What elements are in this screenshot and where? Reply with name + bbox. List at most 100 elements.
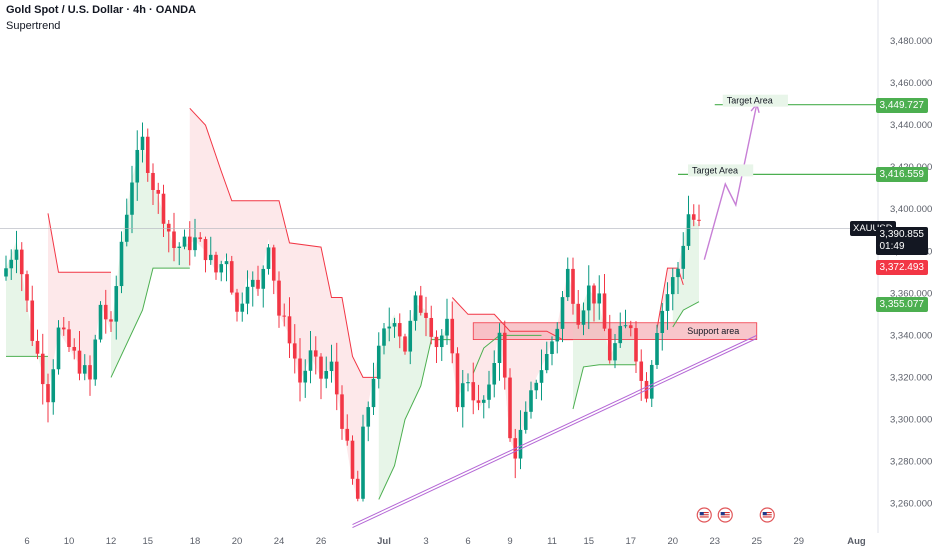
candle-body (277, 280, 281, 316)
candle-body (424, 312, 428, 318)
us-flag-icon[interactable] (759, 507, 775, 523)
time-tick-label: 3 (423, 536, 428, 547)
time-tick-label: 15 (583, 536, 594, 547)
candle-body (592, 285, 596, 304)
time-tick-label: 6 (24, 536, 29, 547)
candle-body (382, 328, 386, 346)
candle-body (397, 323, 402, 337)
us-flag-icon[interactable] (696, 507, 712, 523)
flag-stripe (720, 512, 730, 514)
supertrend-up-line (572, 364, 636, 410)
indicator-name[interactable]: Supertrend (6, 20, 61, 32)
price-tick-label: 3,300.000 (890, 414, 932, 425)
candle-body (282, 315, 287, 317)
candle-body (492, 363, 497, 385)
candle-body (408, 320, 413, 352)
time-tick-label: 20 (232, 536, 243, 547)
candle-body (445, 318, 449, 336)
candle-body (655, 332, 659, 365)
supertrend-down-fill (48, 213, 111, 395)
candle-body (98, 304, 103, 340)
candle-body (450, 318, 455, 354)
candle-body (539, 370, 544, 383)
candle-body (224, 261, 229, 265)
candle-body (103, 304, 108, 320)
candle-body (256, 279, 260, 289)
support-annotation: Support area (687, 326, 739, 336)
candle-body (361, 426, 365, 499)
candle-body (371, 378, 376, 408)
candle-body (40, 353, 45, 385)
candle-body (571, 268, 575, 304)
candle-body (145, 136, 150, 173)
candle-body (14, 249, 19, 260)
candle-body (649, 364, 654, 399)
candle-body (392, 323, 397, 327)
time-tick-label: 9 (507, 536, 512, 547)
time-tick-label: 11 (547, 536, 557, 547)
time-tick-label: 25 (751, 536, 762, 547)
candle-body (334, 361, 339, 395)
candle-body (345, 428, 350, 441)
target1-price-label: 3,416.559 (875, 167, 928, 183)
supertrend-up-line (672, 301, 700, 328)
price-tick-label: 3,400.000 (890, 204, 932, 215)
candle-body (623, 325, 628, 327)
time-axis[interactable]: 6 10 12 15 18 20 24 26 Jul 3 6 9 11 15 17 20 23 25 29 Aug (24, 536, 866, 547)
candle-body (9, 259, 14, 269)
candle-body (697, 219, 701, 221)
candle-body (544, 353, 549, 371)
candle-body (130, 182, 134, 215)
candle-body (581, 310, 586, 325)
price-tick-label: 3,480.000 (890, 36, 932, 47)
candle-body (35, 340, 40, 354)
time-tick-label: 15 (142, 536, 153, 547)
bar-countdown: 01:49 (879, 240, 905, 252)
candle-body (319, 356, 323, 379)
candle-body (403, 336, 407, 352)
candle-body (114, 286, 119, 322)
candle-body (502, 332, 507, 378)
candle-body (56, 327, 61, 370)
candle-body (529, 390, 533, 412)
flag-canton (762, 512, 767, 516)
supertrend-up-fill (672, 213, 699, 327)
target1-annotation-background (688, 164, 754, 177)
candle-body (686, 214, 691, 246)
candle-body (203, 239, 208, 261)
flag-canton (699, 512, 704, 516)
time-tick-label: 20 (667, 536, 678, 547)
candle-body (518, 429, 523, 459)
candle-body (151, 172, 155, 190)
flag-stripe (699, 512, 709, 514)
symbol-title[interactable]: Gold Spot / U.S. Dollar · 4h · OANDA (6, 4, 197, 16)
supertrend-up-price-label: 3,355.077 (875, 296, 928, 312)
candle-body (455, 353, 460, 408)
candle-body (313, 350, 318, 357)
candle-body (460, 383, 465, 408)
candle-body (208, 254, 213, 261)
candle-body (565, 268, 570, 298)
candle-body (51, 369, 56, 403)
event-markers[interactable] (696, 507, 775, 523)
candle-body (229, 261, 234, 293)
flag-stripe (720, 516, 730, 518)
candle-body (324, 371, 329, 379)
us-flag-icon[interactable] (717, 507, 733, 523)
time-tick-label: 10 (64, 536, 75, 547)
flag-stripe (762, 512, 772, 514)
last-price-value: 3,390.855 (879, 228, 925, 240)
candle-body (607, 328, 612, 361)
candle-body (466, 382, 470, 384)
supertrend-up-line (472, 334, 542, 374)
target2-annotation-background (722, 94, 788, 107)
candle-body (308, 350, 313, 371)
candle-body (329, 361, 334, 372)
candle-body (219, 264, 224, 273)
candle-body (660, 310, 665, 333)
candle-body (61, 327, 66, 330)
candle-body (193, 237, 197, 251)
candle-body (634, 328, 638, 362)
supertrend-down-fill (657, 240, 684, 330)
